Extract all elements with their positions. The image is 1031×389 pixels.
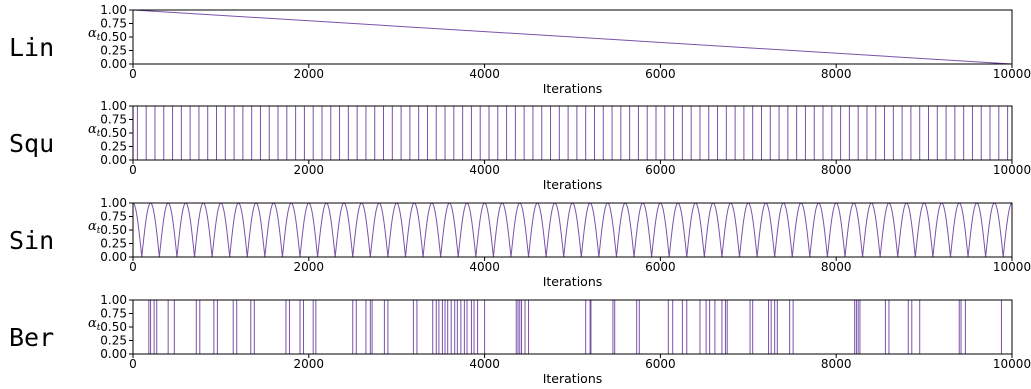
y-tick-label: 0.00 [100, 250, 127, 264]
y-axis-label: αt [88, 219, 101, 236]
x-tick-label: 6000 [645, 357, 676, 371]
y-tick-label: 0.75 [100, 210, 127, 224]
x-tick-label: 6000 [645, 67, 676, 81]
y-tick-label: 0.25 [100, 140, 127, 154]
series-line [133, 299, 1013, 355]
x-tick-label: 4000 [469, 357, 500, 371]
y-axis-label: αt [88, 122, 101, 139]
x-tick-label: 2000 [294, 260, 325, 274]
x-tick-label: 8000 [821, 163, 852, 177]
y-tick-label: 1.00 [100, 99, 127, 113]
x-tick-label: 4000 [469, 163, 500, 177]
y-tick-label: 0.00 [100, 153, 127, 167]
x-tick-label: 8000 [821, 67, 852, 81]
x-axis-label: Iterations [543, 81, 603, 96]
y-tick-label: 0.50 [100, 320, 127, 334]
series-line [132, 9, 1013, 65]
x-tick-label: 0 [129, 357, 137, 371]
x-tick-label: 4000 [469, 67, 500, 81]
x-tick-label: 6000 [645, 260, 676, 274]
y-tick-label: 0.75 [100, 113, 127, 127]
y-tick-label: 0.25 [100, 44, 127, 58]
subplot-lin: Lin 0.000.250.500.751.00 0 2000 4000 6000 8000… [9, 3, 1031, 96]
x-tick-label: 0 [129, 260, 137, 274]
x-tick-label: 0 [129, 163, 137, 177]
y-tick-label: 1.00 [100, 3, 127, 17]
plot-frame [132, 299, 1013, 355]
y-axis-label: αt [88, 26, 101, 43]
y-tick-label: 0.00 [100, 57, 127, 71]
series-line [133, 105, 1012, 161]
x-tick-label: 10000 [993, 357, 1031, 371]
y-tick-label: 0.75 [100, 307, 127, 321]
x-tick-label: 10000 [993, 260, 1031, 274]
series-line [132, 202, 1013, 258]
y-tick-label: 0.50 [100, 223, 127, 237]
row-label: Sin [9, 226, 54, 255]
x-tick-label: 8000 [821, 260, 852, 274]
x-axis-label: Iterations [543, 371, 603, 386]
row-label: Ber [9, 323, 54, 352]
subplot-sin: Sin 0.000.250.500.751.00 0 2000 4000 6000 8000… [9, 196, 1031, 289]
y-tick-label: 0.75 [100, 17, 127, 31]
y-tick-label: 0.50 [100, 126, 127, 140]
y-tick-label: 1.00 [100, 196, 127, 210]
plot-frame [132, 105, 1013, 161]
x-tick-label: 2000 [294, 163, 325, 177]
row-label: Squ [9, 129, 54, 158]
x-axis-label: Iterations [543, 177, 603, 192]
row-label: Lin [9, 33, 54, 62]
subplot-squ: Squ 0.000.250.500.751.00 0 2000 4000 6000 8000… [9, 99, 1031, 192]
x-tick-label: 2000 [294, 67, 325, 81]
x-tick-label: 10000 [993, 67, 1031, 81]
x-tick-label: 8000 [821, 357, 852, 371]
y-tick-label: 0.00 [100, 347, 127, 361]
plot-frame [132, 202, 1013, 258]
x-tick-label: 6000 [645, 163, 676, 177]
x-tick-label: 2000 [294, 357, 325, 371]
y-axis-label: αt [88, 316, 101, 333]
x-tick-label: 4000 [469, 260, 500, 274]
x-tick-label: 0 [129, 67, 137, 81]
y-tick-label: 0.25 [100, 334, 127, 348]
subplot-ber: Ber 0.000.250.500.751.00 0 2000 4000 6000 8000… [9, 293, 1031, 386]
y-tick-label: 0.25 [100, 237, 127, 251]
y-tick-label: 1.00 [100, 293, 127, 307]
y-tick-label: 0.50 [100, 30, 127, 44]
x-tick-label: 10000 [993, 163, 1031, 177]
x-axis-label: Iterations [543, 274, 603, 289]
